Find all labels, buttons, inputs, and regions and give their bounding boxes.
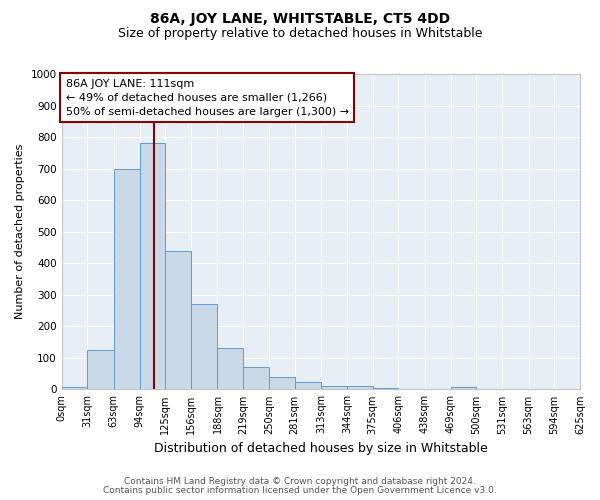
Bar — [269, 377, 295, 390]
Bar — [140, 144, 165, 390]
Text: Contains public sector information licensed under the Open Government Licence v3: Contains public sector information licen… — [103, 486, 497, 495]
Bar — [347, 386, 373, 390]
Bar — [217, 348, 243, 390]
Bar — [191, 304, 217, 390]
Bar — [62, 387, 87, 390]
Text: 86A JOY LANE: 111sqm
← 49% of detached houses are smaller (1,266)
50% of semi-de: 86A JOY LANE: 111sqm ← 49% of detached h… — [65, 78, 349, 116]
Bar — [87, 350, 114, 390]
Bar — [165, 250, 191, 390]
Bar — [321, 386, 347, 390]
Bar — [295, 382, 321, 390]
X-axis label: Distribution of detached houses by size in Whitstable: Distribution of detached houses by size … — [154, 442, 488, 455]
Bar — [373, 388, 398, 390]
Text: 86A, JOY LANE, WHITSTABLE, CT5 4DD: 86A, JOY LANE, WHITSTABLE, CT5 4DD — [150, 12, 450, 26]
Bar — [243, 368, 269, 390]
Y-axis label: Number of detached properties: Number of detached properties — [15, 144, 25, 320]
Bar — [451, 387, 476, 390]
Bar — [114, 168, 140, 390]
Text: Size of property relative to detached houses in Whitstable: Size of property relative to detached ho… — [118, 28, 482, 40]
Text: Contains HM Land Registry data © Crown copyright and database right 2024.: Contains HM Land Registry data © Crown c… — [124, 477, 476, 486]
